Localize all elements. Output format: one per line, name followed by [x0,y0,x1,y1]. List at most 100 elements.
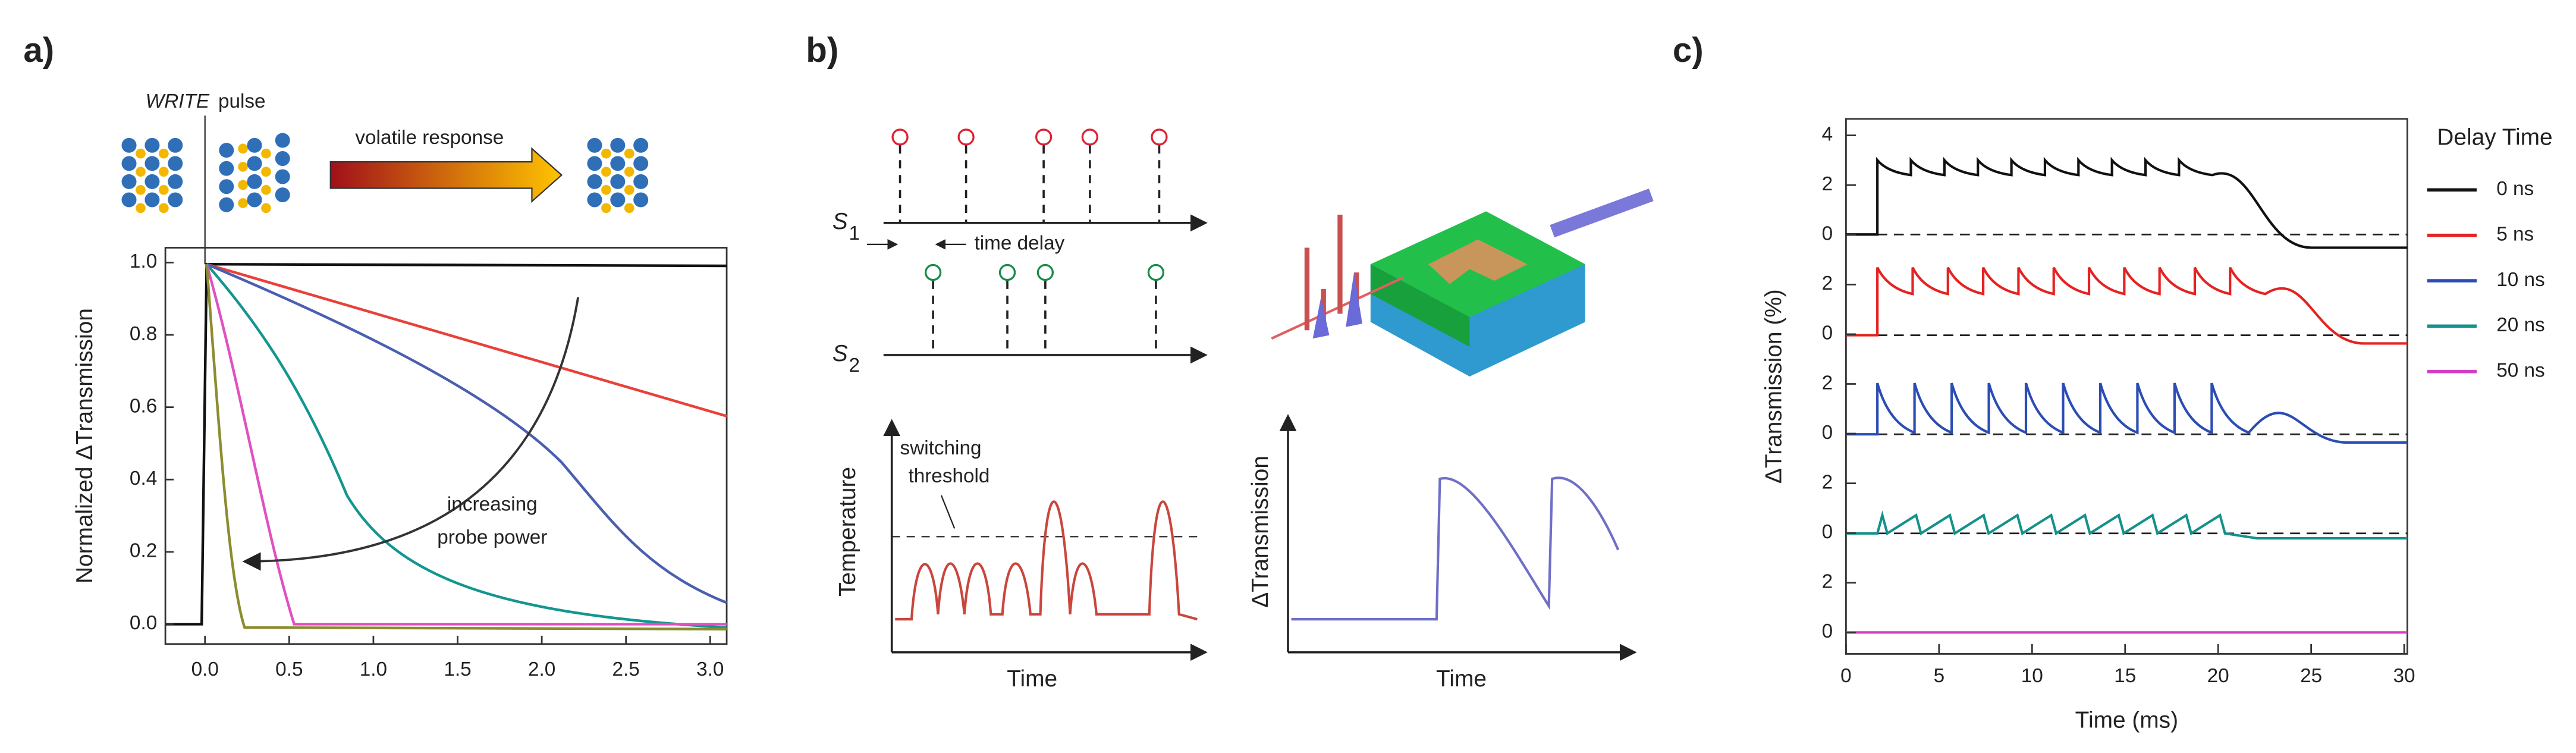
traces [1846,156,2408,634]
s1-sub: 1 [849,222,860,244]
trace [1846,382,2408,444]
atom [247,174,262,189]
atom [247,137,262,153]
legend-entry: 20 ns [2496,314,2544,336]
y-tick-label: 0 [1822,521,1833,543]
atom [144,137,160,153]
trace [1846,510,2408,540]
legend-entry: 5 ns [2496,223,2534,245]
curve [205,264,727,630]
threshold-label: threshold [908,465,989,487]
atom [275,187,290,203]
atom [136,148,146,159]
schematic [867,128,1637,661]
s2-sub: 2 [849,354,860,376]
legend-title: Delay Time [2437,124,2552,150]
x-tick-label: 2.5 [612,658,640,680]
atom [601,203,611,214]
atom [633,174,649,189]
y-tick-label: 2 [1822,272,1833,294]
y-tick-label: 0 [1822,223,1833,245]
atom [624,203,634,214]
atom [219,143,234,158]
threshold-label: switching [900,437,982,459]
atom [275,151,290,167]
x-tick-label: 0.0 [191,658,219,680]
x-tick-label: 0.5 [275,658,303,680]
atom [261,148,271,159]
annotation: increasing [447,493,538,515]
x-tick-label: 20 [2207,665,2229,687]
write-label: WRITE [146,90,210,112]
y-tick-label: 2 [1822,471,1833,493]
atom [121,137,137,153]
atom [624,184,634,195]
curve [206,263,727,604]
atom [168,156,183,171]
legend-entry: 0 ns [2496,178,2534,200]
x-axis-label: Time (ms) [2075,708,2178,733]
y-tick-label: 1.0 [130,250,157,272]
atom [633,137,649,153]
atom [247,192,262,208]
y-tick-label: 0 [1822,620,1833,642]
atom [275,169,290,184]
atom [159,148,169,159]
annotation: probe power [437,526,547,548]
atom [219,161,234,176]
panel-label: c) [1673,31,1704,70]
atom [601,184,611,195]
atom [601,167,611,177]
arrow-label: volatile response [355,127,504,149]
trace [1846,266,2408,345]
s2-label: S [833,341,848,366]
beam [1550,189,1654,238]
atom [624,148,634,159]
delay-label: time delay [975,233,1065,255]
y-tick-label: 0.6 [130,395,157,417]
x-tick-label: 2.0 [528,658,555,680]
y-tick-label: 4 [1822,123,1833,145]
atom [610,192,626,208]
atom [238,162,248,172]
temperature-axis: Temperature [835,467,860,597]
atom [601,148,611,159]
x-tick-label: 1.5 [444,658,471,680]
legend-entry: 10 ns [2496,269,2544,291]
curves [165,262,727,630]
atom [121,192,137,208]
x-tick-label: 0 [1840,665,1852,687]
atom [219,197,234,212]
atom [247,156,262,171]
atom [144,192,160,208]
time-label: Time [1436,666,1487,692]
y-tick-label: 2 [1822,173,1833,195]
atom [159,203,169,214]
y-tick-label: 0.0 [130,612,157,634]
atom [261,203,271,214]
plot-frame [164,247,728,645]
y-tick-label: 0.4 [130,468,157,490]
atom [159,167,169,177]
curve [206,263,727,418]
atom [238,143,248,154]
atom [159,184,169,195]
atom [587,174,602,189]
atom [610,156,626,171]
y-tick-label: 0 [1822,322,1833,344]
x-tick-label: 1.0 [360,658,387,680]
panel-label: b) [806,31,838,70]
atom [136,203,146,214]
atom [261,184,271,195]
x-tick-label: 30 [2393,665,2415,687]
atom [633,192,649,208]
atom [121,174,137,189]
atom [136,184,146,195]
y-tick-label: 0 [1822,422,1833,444]
curve [165,262,727,626]
x-tick-label: 3.0 [696,658,724,680]
plot-frame [1845,118,2408,655]
atom [587,137,602,153]
trace [1846,156,2408,249]
